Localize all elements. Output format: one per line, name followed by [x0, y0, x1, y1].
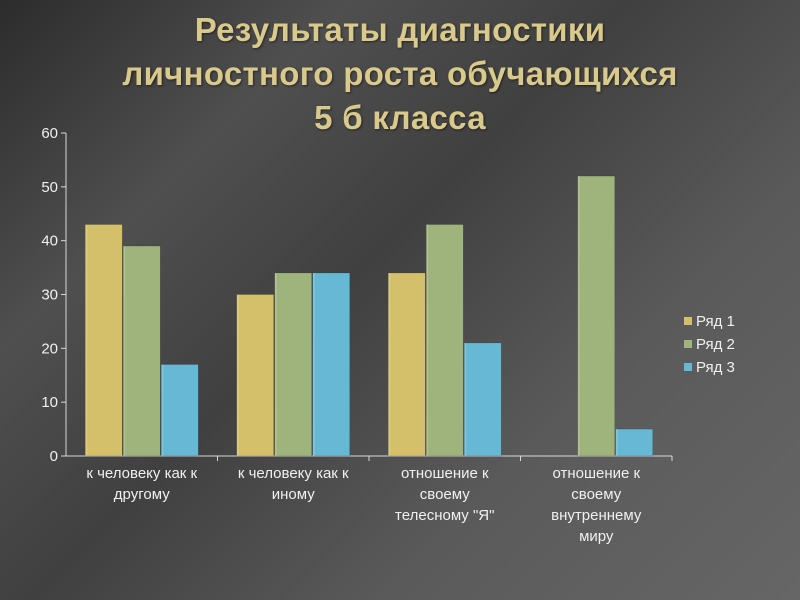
x-category-label: отношение к — [401, 465, 489, 482]
x-category-label: миру — [579, 528, 614, 545]
bar-highlight — [274, 272, 277, 456]
title-line-2: личностного роста обучающихся — [122, 55, 678, 92]
bar-highlight — [577, 176, 580, 457]
bar-series-1-category-2 — [236, 294, 274, 457]
title-line-1: Результаты диагностики — [194, 11, 606, 48]
bar-highlight — [236, 294, 239, 456]
y-tick-label: 40 — [41, 233, 58, 250]
legend-label: Ряд 3 — [696, 359, 735, 376]
y-tick-label: 20 — [41, 340, 58, 357]
x-category-label: другому — [114, 486, 170, 503]
bar-highlight — [161, 364, 164, 456]
category-labels: к человеку как к другому к человеку как к и… — [86, 465, 641, 545]
x-category-label: своему — [420, 486, 470, 503]
legend: Ряд 1 Ряд 2 Ряд 3 — [684, 313, 735, 376]
bar-highlight — [312, 272, 315, 456]
chart-title: Результаты диагностики личностного роста… — [0, 8, 800, 140]
bar-series-2-category-2 — [274, 272, 312, 457]
legend-swatch — [684, 317, 692, 325]
legend-swatch — [684, 340, 692, 348]
bar-series-3-category-1 — [161, 364, 199, 457]
bar-series-3-category-3 — [464, 342, 502, 457]
y-tick-label: 60 — [41, 125, 58, 142]
bar-series-1-category-3 — [388, 272, 426, 457]
legend-label: Ряд 1 — [696, 313, 735, 330]
bar-highlight — [388, 272, 391, 456]
bar-series-3-category-4 — [615, 428, 653, 457]
bar-series-3-category-2 — [312, 272, 350, 457]
title-line-3: 5 б класса — [314, 99, 486, 136]
bar-series-2-category-4 — [577, 175, 615, 457]
bar-series-2-category-3 — [426, 224, 464, 457]
y-tick-label: 10 — [41, 394, 58, 411]
bar-series-1-category-1 — [85, 224, 123, 457]
x-category-label: отношение к — [552, 465, 640, 482]
bar-series-2-category-1 — [123, 245, 161, 457]
x-category-label: внутреннему — [551, 507, 642, 524]
x-category-label: к человеку как к — [238, 465, 349, 482]
bars — [85, 175, 653, 457]
bar-highlight — [464, 342, 467, 456]
legend-swatch — [684, 363, 692, 371]
x-category-label: своему — [571, 486, 621, 503]
y-tick-label: 0 — [50, 448, 58, 465]
x-category-label: иному — [272, 486, 315, 503]
bar-highlight — [426, 224, 429, 456]
x-category-label: к человеку как к — [86, 465, 197, 482]
bar-highlight — [615, 429, 618, 456]
bar-highlight — [123, 246, 126, 456]
legend-label: Ряд 2 — [696, 336, 735, 353]
y-tick-label: 50 — [41, 179, 58, 196]
y-tick-label: 30 — [41, 287, 58, 304]
x-category-label: телесному "Я" — [395, 507, 494, 524]
bar-highlight — [85, 224, 88, 456]
